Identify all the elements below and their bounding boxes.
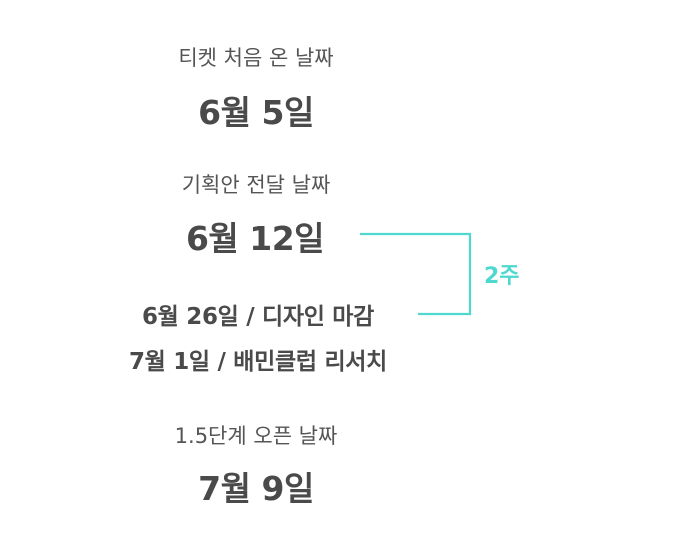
event-baemin-club-research: 7월 1일 / 배민클럽 리서치 — [128, 349, 388, 375]
milestone-date-ticket-received: 6월 5일 — [198, 93, 314, 132]
interval-duration-label: 2주 — [484, 264, 520, 289]
interval-bracket-line — [360, 232, 472, 316]
interval-bracket — [360, 232, 472, 316]
event-design-deadline: 6월 26일 / 디자인 마감 — [141, 304, 375, 330]
milestone-label-plan-delivered: 기획안 전달 날짜 — [181, 173, 331, 197]
milestone-label-phase-1-5-open: 1.5단계 오픈 날짜 — [174, 424, 338, 448]
milestone-date-plan-delivered: 6월 12일 — [185, 219, 325, 258]
milestone-label-ticket-received: 티켓 처음 온 날짜 — [178, 46, 334, 70]
milestone-date-phase-1-5-open: 7월 9일 — [198, 469, 314, 508]
